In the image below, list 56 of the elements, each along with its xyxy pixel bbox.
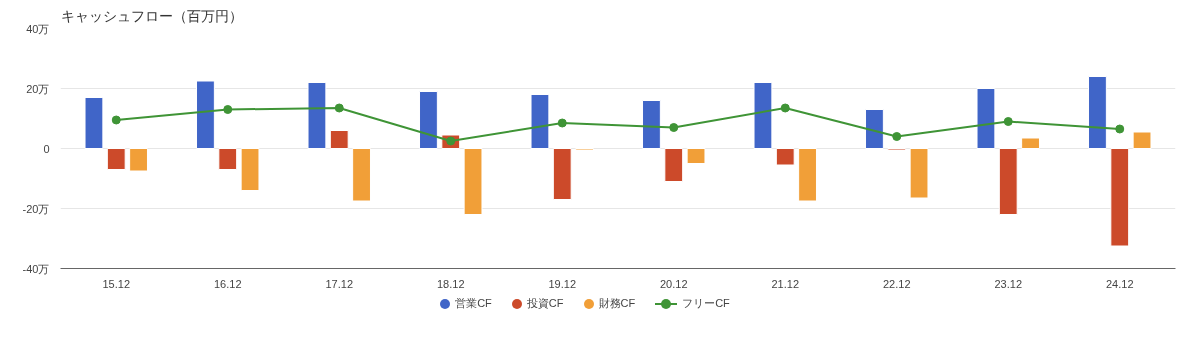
- bar: [352, 148, 371, 202]
- bar: [1088, 76, 1107, 149]
- bar: [463, 148, 483, 215]
- bar: [686, 148, 706, 164]
- bar: [753, 82, 773, 149]
- point: [111, 115, 121, 125]
- x-tick-label: 17.12: [325, 277, 354, 290]
- bar: [329, 130, 349, 149]
- x-tick-label: 18.12: [436, 277, 465, 290]
- legend-label: 投資CF: [526, 297, 564, 310]
- bar: [196, 80, 215, 149]
- point: [223, 105, 233, 114]
- bar: [664, 148, 684, 182]
- x-tick-label: 22.12: [882, 277, 911, 290]
- bar: [106, 148, 126, 170]
- bar: [998, 148, 1018, 215]
- bar: [642, 100, 661, 149]
- bar: [1021, 137, 1040, 149]
- bar: [1110, 148, 1130, 247]
- y-tick-label: 0: [43, 142, 50, 155]
- bar: [84, 97, 104, 149]
- legend-label: 営業CF: [455, 297, 492, 310]
- point: [334, 103, 344, 113]
- point: [1003, 117, 1013, 126]
- bar: [218, 148, 238, 170]
- bar: [775, 148, 795, 166]
- bar: [1132, 131, 1152, 149]
- point: [669, 123, 679, 132]
- y-tick-label: 40万: [26, 22, 50, 35]
- point: [557, 118, 567, 128]
- legend-label: フリーCF: [682, 297, 730, 310]
- x-tick-label: 15.12: [102, 277, 131, 290]
- x-tick-label: 21.12: [771, 277, 800, 290]
- x-tick-label: 19.12: [548, 277, 577, 290]
- y-tick-label: -40万: [22, 262, 50, 275]
- bar: [552, 148, 572, 200]
- y-tick-label: 20万: [26, 82, 50, 95]
- point: [1115, 124, 1125, 134]
- point: [892, 132, 902, 141]
- bar: [909, 148, 929, 199]
- bar: [419, 91, 438, 149]
- bar: [798, 148, 817, 202]
- x-tick-label: 16.12: [213, 277, 242, 290]
- bar: [865, 109, 884, 149]
- x-tick-label: 24.12: [1105, 277, 1134, 290]
- bar: [129, 148, 148, 172]
- bar: [530, 94, 550, 149]
- x-tick-label: 20.12: [659, 277, 688, 290]
- y-tick-label: -20万: [22, 202, 50, 215]
- bar: [307, 82, 327, 149]
- legend-label: 財務CF: [598, 297, 636, 310]
- chart-title: キャッシュフロー（百万円）: [60, 7, 243, 24]
- point: [780, 103, 790, 113]
- bar: [240, 148, 260, 191]
- x-tick-label: 23.12: [994, 277, 1023, 290]
- bar: [976, 88, 996, 149]
